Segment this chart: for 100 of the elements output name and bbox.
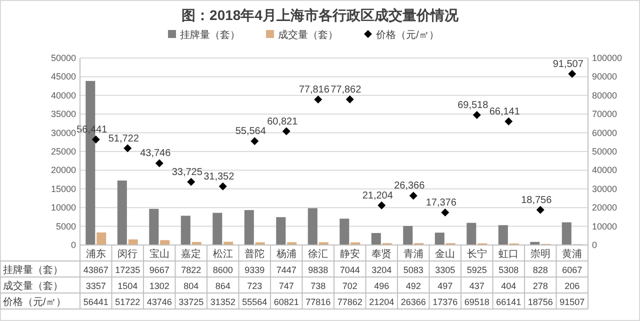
text: 价格（元/㎡） xyxy=(3,297,66,308)
data-label: 492 xyxy=(406,281,421,291)
data-label: 723 xyxy=(247,281,262,291)
x-tick-label: 奉贤 xyxy=(372,248,392,260)
chart-title: 图：2018年4月上海市各行政区成交量价情况 xyxy=(182,7,460,23)
data-label: 91507 xyxy=(560,297,585,307)
data-label: 496 xyxy=(374,281,390,291)
text: 挂牌量（套） xyxy=(3,265,63,276)
y2-tick-label: 30000 xyxy=(592,184,618,194)
y2-tick-label: 70000 xyxy=(592,109,618,120)
y-tick-label: 20000 xyxy=(50,165,76,176)
data-label: 77862 xyxy=(337,297,362,307)
data-label: 55564 xyxy=(242,297,268,307)
y-tick-label: 30000 xyxy=(50,128,76,138)
data-label: 9667 xyxy=(149,265,170,275)
data-label: 56441 xyxy=(83,297,108,307)
data-label: 864 xyxy=(215,281,230,291)
data-label: 31352 xyxy=(210,297,236,307)
data-label: 7044 xyxy=(340,265,360,275)
annotation: 43,746 xyxy=(140,148,172,160)
data-label: 21204 xyxy=(369,297,394,307)
annotation: 17,376 xyxy=(426,198,457,209)
data-label: 17235 xyxy=(115,265,140,275)
x-tick-label: 青浦 xyxy=(403,248,424,260)
y-tick-label: 10000 xyxy=(50,202,76,213)
data-label: 6067 xyxy=(562,265,582,275)
data-label: 26366 xyxy=(400,297,426,307)
y2-tick-label: 20000 xyxy=(592,202,618,213)
y-tick-label: 40000 xyxy=(50,90,76,100)
legend-label: 价格（元/㎡） xyxy=(375,29,439,41)
y2-tick-label: 40000 xyxy=(592,165,618,176)
legend-label: 挂牌量（套） xyxy=(180,29,240,41)
y2-tick-label: 10000 xyxy=(592,221,618,232)
annotation: 91,507 xyxy=(552,58,584,70)
data-label: 66141 xyxy=(496,297,522,307)
data-label: 9339 xyxy=(244,265,265,275)
data-label: 1504 xyxy=(118,281,138,291)
data-label: 702 xyxy=(342,281,358,291)
annotation: 55,564 xyxy=(235,126,266,138)
y2-tick-label: 0 xyxy=(592,240,598,250)
annotation: 18,756 xyxy=(521,194,552,206)
data-label: 7822 xyxy=(181,265,202,275)
x-tick-label: 静安 xyxy=(340,248,360,260)
data-label: 747 xyxy=(278,281,294,291)
annotation: 51,722 xyxy=(108,133,140,144)
data-label: 828 xyxy=(532,265,548,275)
y-tick-label: 45000 xyxy=(50,72,76,82)
data-label: 9838 xyxy=(308,265,328,275)
y-tick-label: 35000 xyxy=(50,109,76,120)
data-label: 33725 xyxy=(178,297,204,307)
data-label: 5083 xyxy=(403,265,424,275)
x-tick-label: 长宁 xyxy=(466,248,487,260)
annotation: 69,518 xyxy=(458,100,489,111)
x-tick-label: 普陀 xyxy=(244,248,265,260)
data-label: 3357 xyxy=(86,281,106,291)
data-label: 3305 xyxy=(435,265,456,275)
annotation: 21,204 xyxy=(362,190,394,202)
annotation: 77,862 xyxy=(330,84,362,96)
x-tick-label: 金山 xyxy=(435,248,456,260)
x-tick-label: 崇明 xyxy=(530,248,550,260)
annotation: 31,352 xyxy=(204,171,235,182)
y2-tick-label: 90000 xyxy=(592,72,618,82)
x-tick-label: 黄浦 xyxy=(562,248,582,260)
x-tick-label: 杨浦 xyxy=(275,248,296,260)
x-tick-label: 闵行 xyxy=(118,248,138,260)
annotation: 66,141 xyxy=(489,106,520,118)
annotation: 60,821 xyxy=(267,116,298,128)
x-tick-label: 徐汇 xyxy=(308,248,328,260)
data-label: 497 xyxy=(438,281,453,291)
text: 成交量（套） xyxy=(3,281,63,292)
x-tick-label: 浦东 xyxy=(86,248,106,260)
data-label: 437 xyxy=(469,281,484,291)
data-label: 18756 xyxy=(528,297,553,307)
y-tick-label: 0 xyxy=(70,240,76,250)
data-label: 5925 xyxy=(466,265,487,275)
data-label: 206 xyxy=(564,281,580,291)
x-tick-label: 虹口 xyxy=(498,248,519,260)
y-tick-label: 15000 xyxy=(50,184,76,194)
data-label: 8600 xyxy=(212,265,233,275)
y-tick-label: 5000 xyxy=(56,221,76,232)
data-label: 17376 xyxy=(432,297,458,307)
annotation: 33,725 xyxy=(172,166,203,178)
data-label: 60821 xyxy=(274,297,299,307)
data-label: 51722 xyxy=(115,297,140,307)
data-label: 804 xyxy=(184,281,199,291)
y-tick-label: 50000 xyxy=(50,53,76,63)
data-label: 7447 xyxy=(276,265,296,275)
y2-tick-label: 50000 xyxy=(592,146,618,156)
annotation: 26,366 xyxy=(394,180,426,192)
data-label: 738 xyxy=(310,281,326,291)
y-tick-label: 25000 xyxy=(50,146,76,156)
x-tick-label: 松江 xyxy=(212,248,233,260)
data-label: 404 xyxy=(501,281,516,291)
data-label: 1302 xyxy=(149,281,170,291)
x-tick-label: 宝山 xyxy=(149,248,170,260)
data-label: 5308 xyxy=(498,265,519,275)
annotation: 77,816 xyxy=(298,84,330,96)
data-label: 43746 xyxy=(146,297,172,307)
y2-tick-label: 80000 xyxy=(592,90,618,100)
data-label: 69518 xyxy=(464,297,490,307)
